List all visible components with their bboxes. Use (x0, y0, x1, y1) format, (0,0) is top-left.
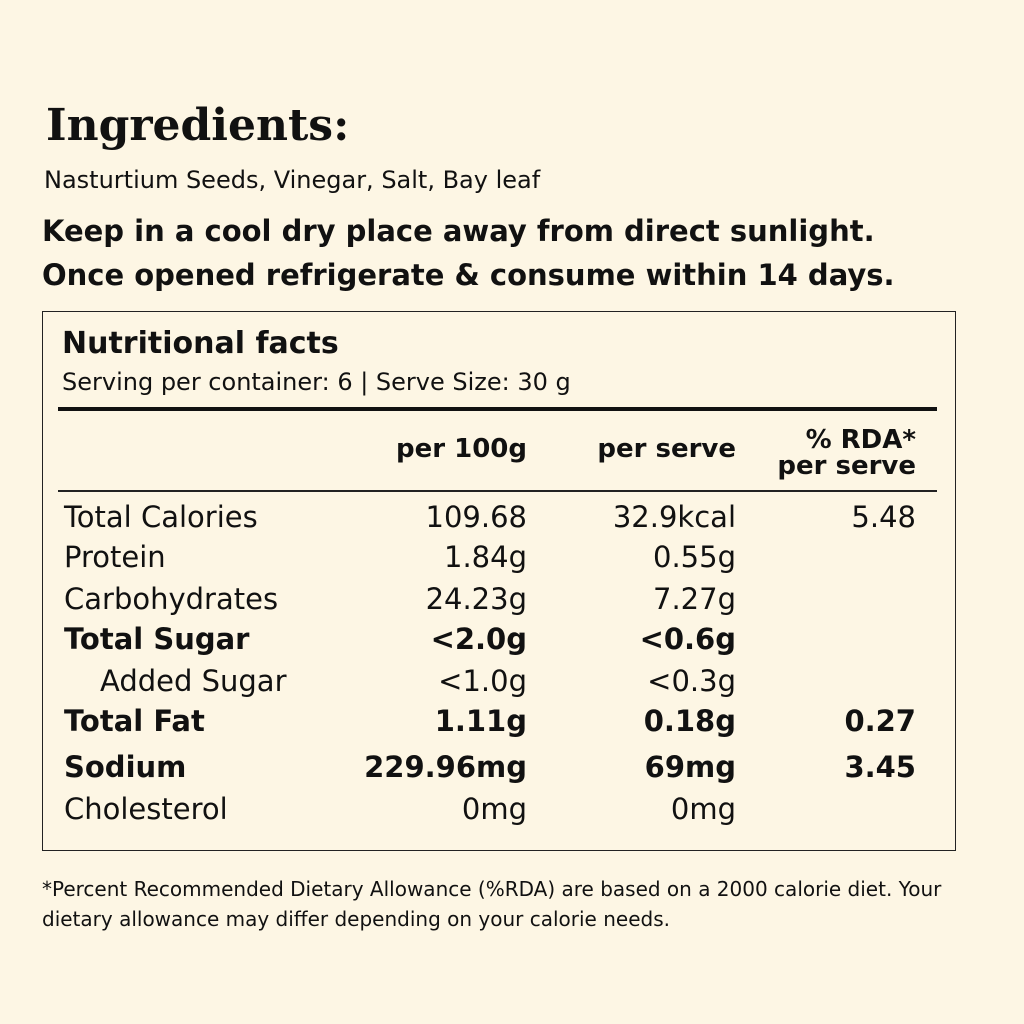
row-label: Total Sugar (64, 622, 250, 656)
row-label: Added Sugar (100, 664, 287, 698)
row-label: Total Calories (64, 500, 258, 534)
rda: 0.27 (844, 704, 916, 738)
divider (58, 490, 937, 492)
storage-line: Keep in a cool dry place away from direc… (42, 214, 875, 248)
per-100g: 1.84g (444, 540, 527, 574)
nutrition-title: Nutritional facts (62, 326, 339, 361)
divider (58, 407, 937, 411)
per-100g: 109.68 (425, 500, 527, 534)
row-label: Carbohydrates (64, 582, 279, 616)
per-serve: <0.6g (639, 622, 736, 656)
per-100g: <2.0g (430, 622, 527, 656)
per-serve: 32.9kcal (612, 500, 736, 534)
per-serve: <0.3g (647, 664, 736, 698)
storage-line: Once opened refrigerate & consume within… (42, 258, 895, 292)
per-100g: 1.11g (434, 704, 527, 738)
per-100g: 0mg (461, 792, 527, 826)
per-100g: 24.23g (425, 582, 527, 616)
header: per serve (777, 451, 916, 481)
header: % RDA* (805, 425, 916, 455)
row-label: Sodium (64, 750, 187, 784)
header: per 100g (395, 434, 527, 464)
per-serve: 0.18g (643, 704, 736, 738)
nutrition-box (42, 311, 956, 851)
row-label: Protein (64, 540, 166, 574)
per-serve: 0mg (670, 792, 736, 826)
serving-info: Serving per container: 6 | Serve Size: 3… (62, 368, 571, 396)
per-100g: 229.96mg (364, 750, 527, 784)
per-serve: 7.27g (653, 582, 736, 616)
per-serve: 69mg (644, 750, 736, 784)
header: per serve (597, 434, 736, 464)
footnote: *Percent Recommended Dietary Allowance (… (42, 877, 942, 931)
ingredients-title: Ingredients: (46, 100, 350, 151)
ingredients-text: Nasturtium Seeds, Vinegar, Salt, Bay lea… (44, 166, 541, 194)
per-serve: 0.55g (653, 540, 736, 574)
rda: 3.45 (844, 750, 916, 784)
row-label: Cholesterol (64, 792, 228, 826)
rda: 5.48 (851, 500, 916, 534)
row-label: Total Fat (64, 704, 205, 738)
per-100g: <1.0g (438, 664, 527, 698)
